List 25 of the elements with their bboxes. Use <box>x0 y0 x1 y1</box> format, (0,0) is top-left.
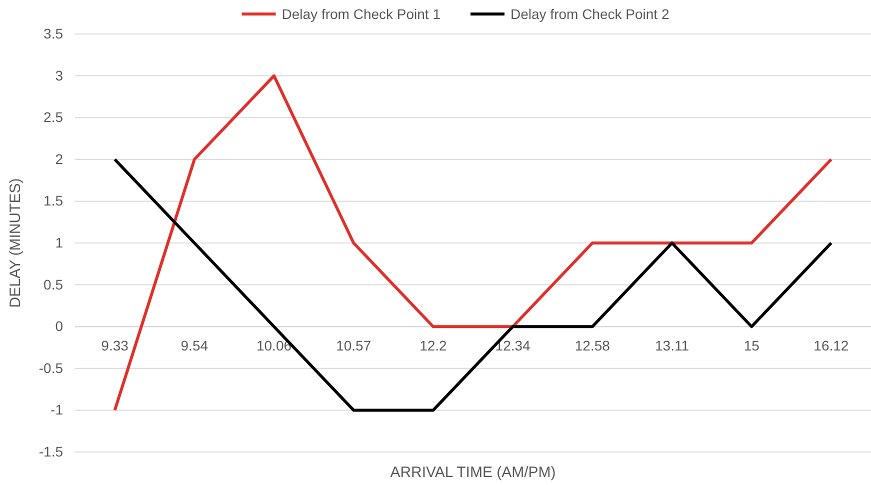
y-tick-label: 1.5 <box>44 192 64 209</box>
y-tick-label: 2.5 <box>44 109 64 126</box>
x-tick-label: 10.06 <box>256 338 292 354</box>
y-tick-label: 0 <box>55 318 64 334</box>
y-tick-label: 0.5 <box>44 276 64 292</box>
x-axis-title: ARRIVAL TIME (AM/PM) <box>390 464 556 481</box>
y-tick-label: 2 <box>55 150 64 167</box>
x-tick-label: 15 <box>744 338 760 354</box>
y-tick-label: 1 <box>55 234 64 250</box>
x-tick-label: 16.12 <box>814 338 849 354</box>
x-tick-label: 13.11 <box>655 338 690 354</box>
x-tick-label: 12.58 <box>574 338 610 354</box>
x-tick-label: 12.34 <box>495 338 531 354</box>
x-tick-label: 10.57 <box>336 338 372 354</box>
y-tick-label: -0.5 <box>38 360 64 376</box>
legend-label: Delay from Check Point 2 <box>510 6 670 22</box>
y-tick-label: -1.5 <box>38 443 64 460</box>
x-tick-label: 12.2 <box>420 338 448 354</box>
x-tick-label: 9.54 <box>180 338 208 354</box>
y-tick-label: 3.5 <box>44 25 64 42</box>
y-axis-title: DELAY (MINUTES) <box>7 178 24 308</box>
y-tick-label: -1 <box>50 402 64 418</box>
x-tick-label: 9.33 <box>101 338 129 354</box>
legend-label: Delay from Check Point 1 <box>282 6 441 22</box>
y-tick-label: 3 <box>55 67 64 84</box>
